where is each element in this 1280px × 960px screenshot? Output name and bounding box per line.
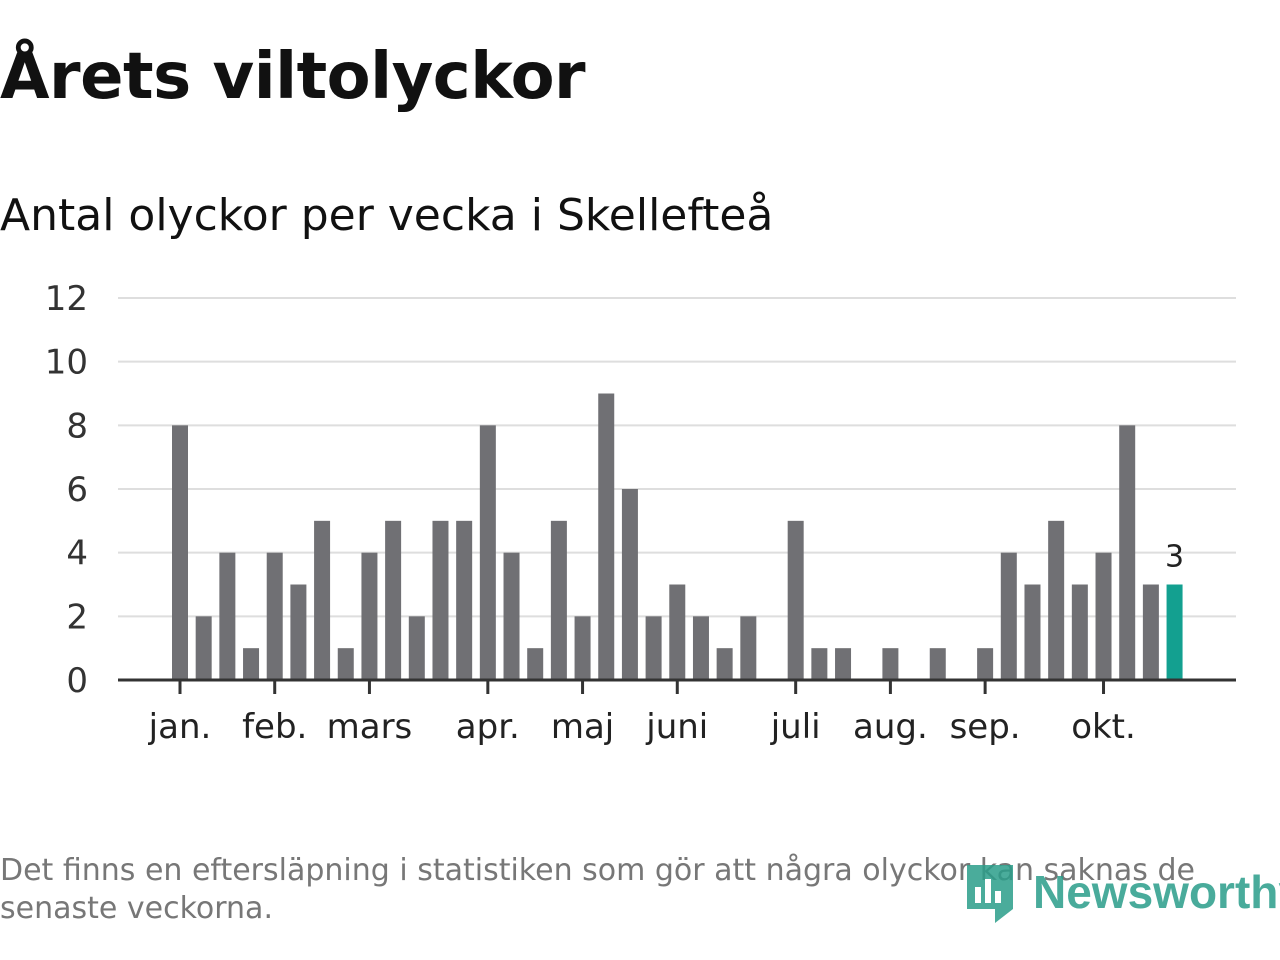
x-tick-label: mars <box>327 707 413 747</box>
y-tick-label: 6 <box>66 470 88 510</box>
y-tick-label: 4 <box>66 534 88 574</box>
bar <box>1119 425 1136 680</box>
x-axis <box>118 678 1236 694</box>
x-tick-label: feb. <box>242 707 307 747</box>
bar <box>669 584 686 680</box>
bar <box>314 520 331 680</box>
bar <box>740 616 757 680</box>
y-axis-ticks: 0 2 4 6 8 10 12 <box>45 279 88 701</box>
bar <box>1000 552 1017 680</box>
bar <box>243 648 260 680</box>
chart-subtitle: Antal olyckor per vecka i Skellefteå <box>0 190 774 241</box>
bar <box>172 425 188 680</box>
bar <box>266 552 283 680</box>
x-tick-label: juli <box>770 707 821 747</box>
bar <box>219 552 236 680</box>
bar <box>1095 552 1112 680</box>
bar <box>787 520 804 680</box>
labels: jan. feb. mars apr. maj juni juli aug. sep. okt. 3 <box>148 540 1184 748</box>
y-tick-label: 12 <box>45 279 88 319</box>
gridlines <box>118 297 1236 618</box>
bar <box>716 648 733 680</box>
bar <box>1071 584 1088 680</box>
bar <box>337 648 354 680</box>
bar <box>598 393 615 680</box>
bar <box>1024 584 1041 680</box>
bar-chart: 0 2 4 6 8 10 12 jan. feb. mars apr. maj juni juli aug… <box>45 279 1236 748</box>
bar <box>811 648 828 680</box>
bar <box>929 648 946 680</box>
bar <box>195 616 212 680</box>
bar <box>527 648 544 680</box>
x-tick-label: okt. <box>1071 707 1136 747</box>
bar <box>574 616 591 680</box>
y-tick-label: 8 <box>66 406 88 446</box>
x-tick-label: aug. <box>853 707 928 747</box>
y-tick-label: 2 <box>66 597 88 637</box>
bars <box>172 393 1183 680</box>
chart-title: Årets viltolyckor <box>0 40 586 114</box>
bar <box>645 616 662 680</box>
highlight-data-label: 3 <box>1165 540 1184 575</box>
bar <box>479 425 496 680</box>
x-tick-label: apr. <box>456 707 520 747</box>
bar <box>692 616 709 680</box>
bar <box>503 552 520 680</box>
bar <box>456 520 473 680</box>
bar <box>361 552 378 680</box>
y-tick-label: 10 <box>45 343 88 383</box>
bar <box>835 648 852 680</box>
bar <box>882 648 899 680</box>
x-tick-label: juni <box>645 707 708 747</box>
bar <box>408 616 425 680</box>
bar <box>977 648 994 680</box>
bar <box>385 520 402 680</box>
bar <box>621 489 638 680</box>
newsworthy-logo-text: Newsworthy <box>1033 866 1280 918</box>
x-tick-label: maj <box>551 707 614 747</box>
bar <box>550 520 567 680</box>
bar <box>1142 584 1159 680</box>
bar-highlight <box>1166 584 1183 680</box>
bar <box>290 584 307 680</box>
x-tick-label: sep. <box>950 707 1021 747</box>
bar <box>432 520 449 680</box>
bar <box>1048 520 1065 680</box>
newsworthy-logo: Newsworthy <box>965 858 1280 926</box>
newsworthy-logo-icon <box>967 865 1013 923</box>
y-tick-label: 0 <box>66 661 88 701</box>
x-tick-label: jan. <box>148 707 212 747</box>
